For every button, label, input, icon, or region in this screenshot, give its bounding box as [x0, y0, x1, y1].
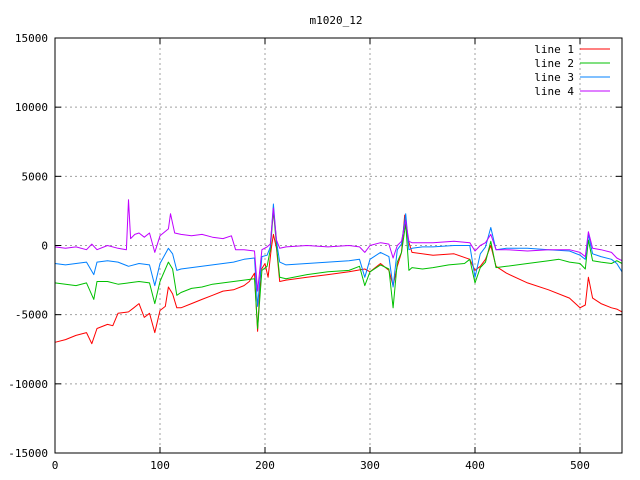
- series-line-2: [54, 210, 623, 329]
- grid: [55, 38, 622, 453]
- x-tick-label: 400: [465, 459, 485, 472]
- y-axis: -15000 -10000 -5000 0 5000 10000 15000: [8, 32, 622, 460]
- x-axis: 0 100 200 300 400 500: [52, 38, 590, 472]
- y-tick-label: 10000: [15, 101, 48, 114]
- y-tick-label: 5000: [22, 170, 49, 183]
- series-group: [54, 199, 623, 345]
- chart-title: m1020_12: [310, 14, 363, 27]
- legend-label-3: line 3: [534, 71, 574, 84]
- legend-label-1: line 1: [534, 43, 574, 56]
- y-tick-label: 15000: [15, 32, 48, 45]
- legend-label-2: line 2: [534, 57, 574, 70]
- legend-label-4: line 4: [534, 85, 574, 98]
- x-tick-label: 100: [150, 459, 170, 472]
- y-tick-label: -15000: [8, 447, 48, 460]
- y-tick-label: -5000: [15, 309, 48, 322]
- x-tick-label: 0: [52, 459, 59, 472]
- y-tick-label: -10000: [8, 378, 48, 391]
- x-tick-label: 500: [570, 459, 590, 472]
- series-line-3: [54, 203, 623, 307]
- series-line-4: [54, 199, 623, 292]
- y-tick-label: 0: [41, 240, 48, 253]
- x-tick-label: 200: [255, 459, 275, 472]
- x-tick-label: 300: [360, 459, 380, 472]
